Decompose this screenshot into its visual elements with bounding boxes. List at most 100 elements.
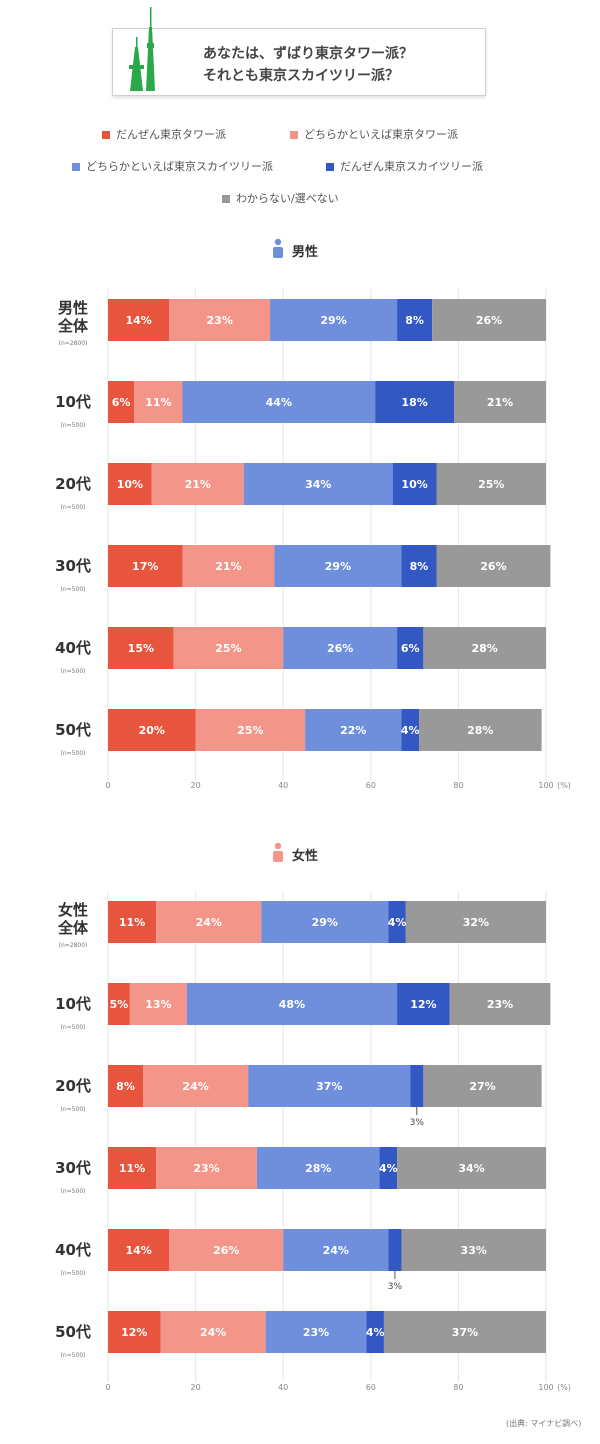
data-label: 23% [207, 314, 233, 327]
data-label: 8% [410, 560, 429, 573]
x-tick-label: 80 [453, 781, 463, 790]
female-person-icon-body [273, 851, 283, 862]
x-tick-label: 0 [105, 1383, 110, 1392]
callout-label: 3% [388, 1282, 403, 1292]
female-person-icon [274, 842, 282, 850]
category-sample-size: (n=500) [61, 504, 86, 511]
category-label: 40代 [55, 639, 91, 657]
data-label: 4% [388, 916, 407, 929]
data-label: 24% [182, 1080, 208, 1093]
data-label: 21% [185, 478, 211, 491]
x-tick-label: 40 [278, 781, 288, 790]
legend-item-strong-tower: だんぜん東京タワー派 [102, 126, 226, 142]
data-label: 28% [467, 724, 493, 737]
bar-segment [108, 463, 152, 505]
bar-segment [449, 983, 551, 1025]
data-label: 23% [303, 1326, 329, 1339]
category-sample-size: (n=2800) [59, 340, 88, 347]
data-label: 10% [401, 478, 427, 491]
data-label: 21% [215, 560, 241, 573]
data-label: 23% [487, 998, 513, 1011]
chart-title-line-1: あなたは、ずばり東京タワー派？ [203, 46, 413, 62]
data-label: 18% [401, 396, 427, 409]
category-sample-size: (n=500) [61, 1106, 86, 1113]
legend-item-lean-tower: どちらかといえば東京タワー派 [290, 126, 458, 142]
x-tick-label: 40 [278, 1383, 288, 1392]
x-tick-label: 0 [105, 781, 110, 790]
data-label: 25% [237, 724, 263, 737]
bar-segment [366, 1311, 384, 1353]
bar-segment [375, 381, 455, 423]
data-label: 6% [112, 396, 131, 409]
data-label: 8% [405, 314, 424, 327]
bar-segment [169, 299, 271, 341]
legend-item-strong-skytree: だんぜん東京スカイツリー派 [326, 158, 483, 174]
legend-swatch [290, 131, 298, 139]
callout-label: 3% [410, 1118, 425, 1128]
bar-segment [410, 1065, 424, 1107]
bar-segment [283, 1229, 389, 1271]
bar-segment [401, 1229, 546, 1271]
bar-segment [405, 901, 546, 943]
data-label: 25% [478, 478, 504, 491]
data-label: 27% [469, 1080, 495, 1093]
data-label: 5% [110, 998, 129, 1011]
data-label: 15% [128, 642, 154, 655]
x-axis-unit: (%) [557, 1383, 571, 1392]
bar-segment [256, 1147, 380, 1189]
data-label: 4% [366, 1326, 385, 1339]
legend: だんぜん東京タワー派 どちらかといえば東京タワー派 どちらかといえば東京スカイツ… [0, 0, 600, 220]
bar-segment [418, 709, 542, 751]
data-label: 10% [117, 478, 143, 491]
tower-icons [129, 7, 155, 91]
bar-segment [401, 545, 437, 587]
bar-segment [423, 1065, 542, 1107]
data-label: 26% [476, 314, 502, 327]
category-label: 10代 [55, 995, 91, 1013]
data-label: 14% [125, 1244, 151, 1257]
bar-segment [108, 983, 130, 1025]
data-label: 13% [145, 998, 171, 1011]
chart-title-box: あなたは、ずばり東京タワー派？ それとも東京スカイツリー派？ [112, 7, 486, 96]
data-label: 26% [480, 560, 506, 573]
category-sample-size: (n=500) [61, 750, 86, 757]
category-sample-size: (n=500) [61, 1352, 86, 1359]
category-label: 30代 [55, 557, 91, 575]
data-label: 28% [472, 642, 498, 655]
category-label: 全体 [57, 317, 89, 335]
category-sample-size: (n=500) [61, 1270, 86, 1277]
data-label: 21% [487, 396, 513, 409]
data-label: 20% [139, 724, 165, 737]
category-label: 50代 [55, 721, 91, 739]
bar-segment [182, 545, 275, 587]
bar-segment [108, 1229, 170, 1271]
data-label: 48% [279, 998, 305, 1011]
bar-segment [397, 299, 433, 341]
category-sample-size: (n=2800) [59, 942, 88, 949]
data-label: 4% [379, 1162, 398, 1175]
data-label: 14% [125, 314, 151, 327]
bar-segment [143, 1065, 249, 1107]
bar-segment [388, 901, 406, 943]
legend-label: わからない/選べない [236, 192, 339, 205]
data-label: 8% [116, 1080, 135, 1093]
data-label: 22% [340, 724, 366, 737]
data-label: 37% [452, 1326, 478, 1339]
legend-label: だんぜん東京タワー派 [116, 128, 226, 141]
x-tick-label: 100 [538, 781, 553, 790]
data-label: 28% [305, 1162, 331, 1175]
category-sample-size: (n=500) [61, 668, 86, 675]
bar-segment [379, 1147, 398, 1189]
data-label: 34% [305, 478, 331, 491]
data-label: 11% [145, 396, 171, 409]
data-label: 29% [320, 314, 346, 327]
legend-label: どちらかといえば東京タワー派 [304, 128, 458, 141]
category-sample-size: (n=500) [61, 1188, 86, 1195]
bar-segment [108, 545, 183, 587]
panel-title: 男性 [292, 244, 318, 260]
bar-segment [108, 299, 170, 341]
bar-segment [108, 381, 135, 423]
bar-segment [401, 709, 419, 751]
x-axis-unit: (%) [557, 781, 571, 790]
data-label: 33% [461, 1244, 487, 1257]
